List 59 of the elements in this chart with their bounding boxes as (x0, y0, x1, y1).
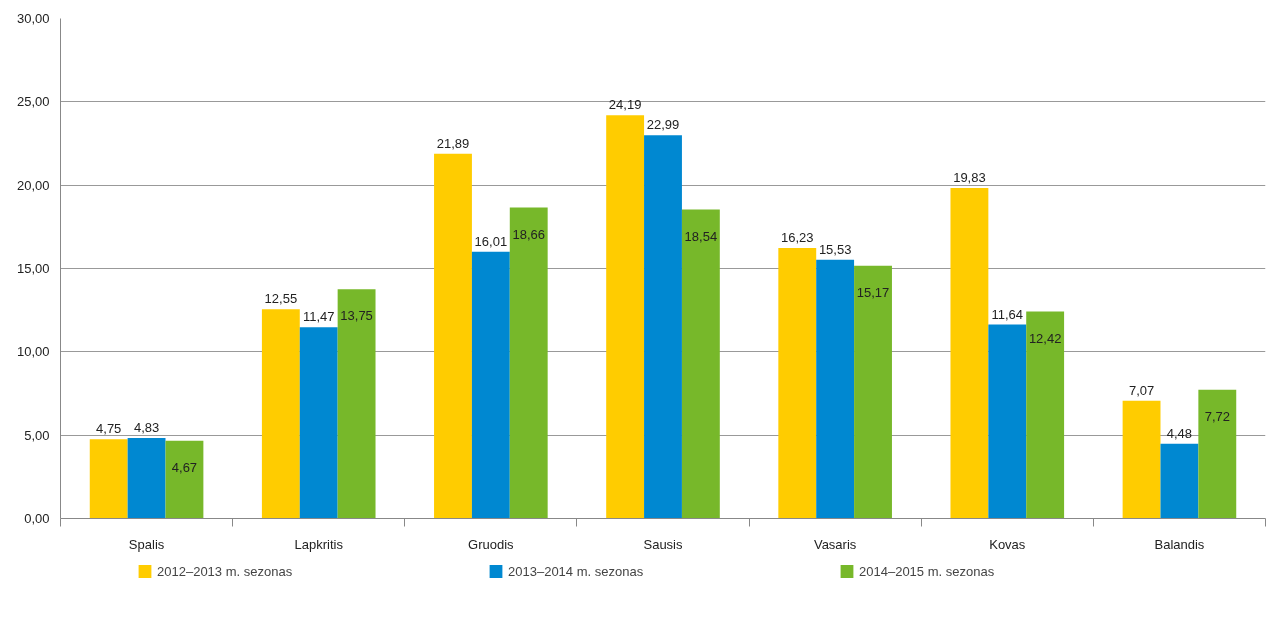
legend-label: 2013–2014 m. sezonas (508, 563, 645, 579)
data-label: 18,54 (684, 228, 718, 244)
x-tick-label: Kovas (989, 536, 1026, 552)
bar (1122, 400, 1161, 519)
x-tick-label: Lapkritis (294, 536, 344, 552)
data-label: 12,55 (264, 291, 298, 307)
bar (127, 438, 166, 519)
data-label: 7,72 (1204, 408, 1230, 424)
data-label: 19,83 (953, 170, 986, 185)
y-tick-label: 15,00 (16, 261, 50, 276)
y-tick-label: 20,00 (16, 177, 50, 193)
data-label: 13,75 (340, 308, 373, 324)
legend-label: 2012–2013 m. sezonas (157, 563, 294, 579)
bar (606, 115, 645, 519)
bar (261, 309, 300, 519)
bar (1160, 443, 1199, 519)
data-label: 24,19 (608, 97, 642, 113)
bar (89, 439, 128, 519)
data-label: 4,83 (133, 420, 160, 435)
data-label: 18,66 (512, 226, 546, 242)
legend-label: 2014–2015 m. sezonas (859, 563, 996, 579)
data-label: 4,67 (171, 459, 198, 475)
data-label: 15,17 (856, 284, 890, 300)
data-label: 22,99 (646, 117, 680, 133)
y-tick-label: 30,00 (16, 11, 50, 26)
data-label: 11,64 (991, 306, 1024, 322)
data-label: 16,01 (474, 233, 508, 249)
bar (816, 259, 855, 519)
bar (299, 327, 338, 519)
y-tick-label: 25,00 (16, 94, 50, 110)
x-tick-label: Spalis (128, 536, 165, 552)
bar (854, 265, 892, 519)
data-label: 4,48 (1166, 425, 1193, 441)
y-tick-label: 5,00 (24, 427, 50, 443)
data-label: 15,53 (818, 241, 852, 257)
x-tick-label: Balandis (1154, 536, 1205, 552)
bar (434, 153, 472, 519)
x-tick-label: Gruodis (468, 536, 515, 552)
bar (644, 135, 682, 519)
y-tick-label: 0,00 (24, 511, 50, 526)
bar (471, 251, 510, 519)
bar (165, 440, 204, 519)
data-label: 11,47 (302, 309, 335, 325)
data-label: 16,23 (781, 230, 814, 245)
y-tick-label: 10,00 (16, 344, 50, 360)
data-label: 7,07 (1128, 382, 1155, 398)
bar (1198, 389, 1237, 519)
data-label: 4,75 (96, 421, 122, 437)
x-tick-label: Sausis (643, 536, 684, 552)
data-label: 12,42 (1028, 330, 1062, 346)
bar (988, 324, 1027, 519)
bar (1026, 311, 1065, 519)
bar (337, 289, 376, 519)
bar (950, 188, 989, 519)
bar (681, 209, 720, 519)
bar (509, 207, 548, 519)
data-label: 21,89 (436, 135, 470, 151)
bar (778, 248, 817, 519)
x-tick-label: Vasaris (813, 536, 857, 552)
